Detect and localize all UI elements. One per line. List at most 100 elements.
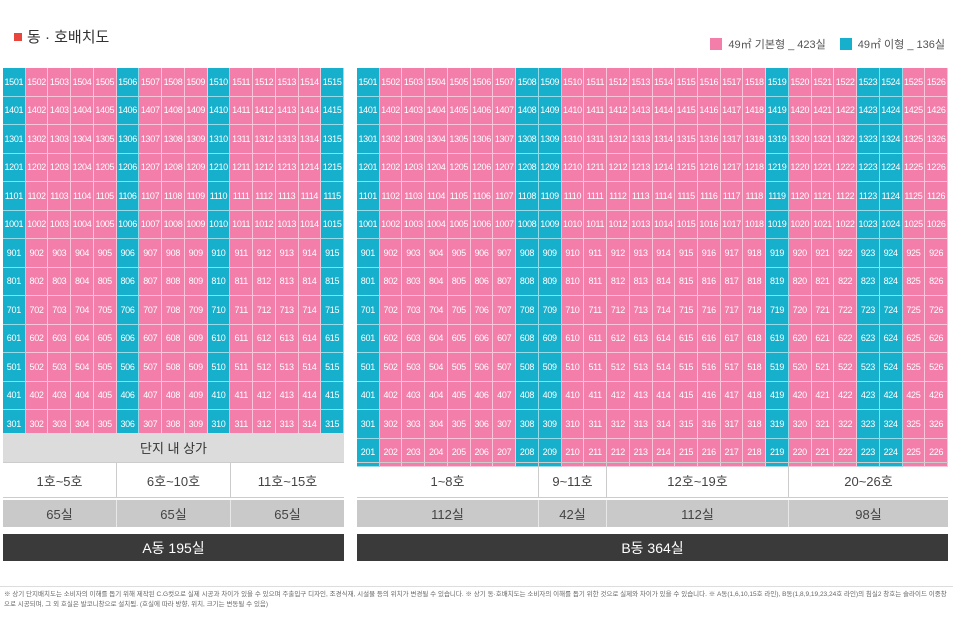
b-unit-722: 722 [834, 296, 858, 325]
b-unit-503: 503 [402, 353, 426, 382]
a-unit-1511: 1511 [230, 68, 254, 97]
b-unit-905: 905 [447, 239, 471, 268]
b-unit-614: 614 [652, 324, 676, 353]
b-unit-1407: 1407 [493, 96, 517, 125]
b-unit-303: 303 [402, 410, 426, 439]
b-unit-518: 518 [743, 353, 767, 382]
a-unit-805: 805 [93, 267, 117, 296]
b-unit-416: 416 [697, 381, 721, 410]
a-unit-1506: 1506 [116, 68, 140, 97]
a-unit-402: 402 [25, 381, 49, 410]
b-unit-804: 804 [425, 267, 448, 296]
a-unit-613: 613 [275, 324, 299, 353]
b-unit-509: 509 [538, 353, 562, 382]
a-unit-1213: 1213 [275, 153, 299, 182]
building-b-total: B동 364실 [357, 534, 948, 561]
b-unit-422: 422 [834, 381, 858, 410]
b-unit-604: 604 [425, 324, 448, 353]
a-unit-909: 909 [184, 239, 208, 268]
b-unit-706: 706 [470, 296, 494, 325]
a-unit-910: 910 [207, 239, 231, 268]
b-unit-402: 402 [379, 381, 403, 410]
a-unit-1103: 1103 [48, 182, 72, 211]
b-unit-1002: 1002 [379, 210, 403, 239]
b-unit-508: 508 [516, 353, 539, 382]
b-unit-620: 620 [788, 324, 812, 353]
b-unit-1221: 1221 [811, 153, 835, 182]
b-unit-913: 913 [629, 239, 653, 268]
b-count-2: 42실 [539, 500, 607, 527]
a-unit-608: 608 [162, 324, 185, 353]
b-unit-1112: 1112 [607, 182, 630, 211]
b-unit-209: 209 [538, 438, 562, 467]
b-unit-1326: 1326 [925, 125, 948, 154]
legend-variant-label: 49㎡ 이형 _ 136실 [857, 39, 945, 51]
b-unit-1016: 1016 [697, 210, 721, 239]
b-unit-726: 726 [925, 296, 948, 325]
b-unit-1017: 1017 [720, 210, 744, 239]
b-unit-820: 820 [788, 267, 812, 296]
b-unit-1525: 1525 [902, 68, 926, 97]
b-unit-818: 818 [743, 267, 767, 296]
b-unit-1015: 1015 [675, 210, 698, 239]
b-unit-510: 510 [561, 353, 585, 382]
b-unit-902: 902 [379, 239, 403, 268]
b-unit-1302: 1302 [379, 125, 403, 154]
legend: 49㎡ 기본형 _ 423실 49㎡ 이형 _ 136실 [696, 36, 945, 52]
b-unit-823: 823 [857, 267, 880, 296]
b-unit-417: 417 [720, 381, 744, 410]
b-unit-1118: 1118 [743, 182, 767, 211]
a-unit-405: 405 [93, 381, 117, 410]
a-unit-1207: 1207 [139, 153, 163, 182]
b-unit-1018: 1018 [743, 210, 767, 239]
b-unit-324: 324 [879, 410, 903, 439]
a-unit-914: 914 [298, 239, 322, 268]
b-unit-1223: 1223 [857, 153, 880, 182]
b-unit-501: 501 [357, 353, 380, 382]
b-unit-717: 717 [720, 296, 744, 325]
b-unit-1012: 1012 [607, 210, 630, 239]
b-unit-1110: 1110 [561, 182, 585, 211]
b-unit-301: 301 [357, 410, 380, 439]
a-unit-1107: 1107 [139, 182, 163, 211]
b-unit-204: 204 [425, 438, 448, 467]
b-unit-1020: 1020 [788, 210, 812, 239]
a-unit-513: 513 [275, 353, 299, 382]
a-unit-1307: 1307 [139, 125, 163, 154]
b-unit-1420: 1420 [788, 96, 812, 125]
b-unit-1421: 1421 [811, 96, 835, 125]
b-unit-1511: 1511 [584, 68, 608, 97]
b-unit-201: 201 [357, 438, 380, 467]
a-unit-1315: 1315 [321, 125, 344, 154]
b-unit-1218: 1218 [743, 153, 767, 182]
b-unit-910: 910 [561, 239, 585, 268]
b-unit-1413: 1413 [629, 96, 653, 125]
b-unit-1224: 1224 [879, 153, 903, 182]
a-count-3: 65실 [274, 507, 301, 522]
a-unit-1411: 1411 [230, 96, 254, 125]
a-unit-1005: 1005 [93, 210, 117, 239]
b-unit-1126: 1126 [925, 182, 948, 211]
b-unit-702: 702 [379, 296, 403, 325]
b-unit-921: 921 [811, 239, 835, 268]
b-unit-1409: 1409 [538, 96, 562, 125]
b-unit-1202: 1202 [379, 153, 403, 182]
a-unit-408: 408 [162, 381, 185, 410]
b-unit-1111: 1111 [584, 182, 608, 211]
a-unit-706: 706 [116, 296, 140, 325]
a-range-2: 6호~10호 [117, 463, 231, 497]
b-unit-502: 502 [379, 353, 403, 382]
a-unit-1409: 1409 [184, 96, 208, 125]
b-unit-1117: 1117 [720, 182, 744, 211]
a-unit-1003: 1003 [48, 210, 72, 239]
b-unit-214: 214 [652, 438, 676, 467]
b-unit-413: 413 [629, 381, 653, 410]
a-unit-503: 503 [48, 353, 72, 382]
a-unit-606: 606 [116, 324, 140, 353]
a-unit-1202: 1202 [25, 153, 49, 182]
b-unit-1010: 1010 [561, 210, 585, 239]
b-unit-602: 602 [379, 324, 403, 353]
a-unit-1210: 1210 [207, 153, 231, 182]
b-unit-605: 605 [447, 324, 471, 353]
building-a-total: A동 195실 [3, 534, 344, 561]
